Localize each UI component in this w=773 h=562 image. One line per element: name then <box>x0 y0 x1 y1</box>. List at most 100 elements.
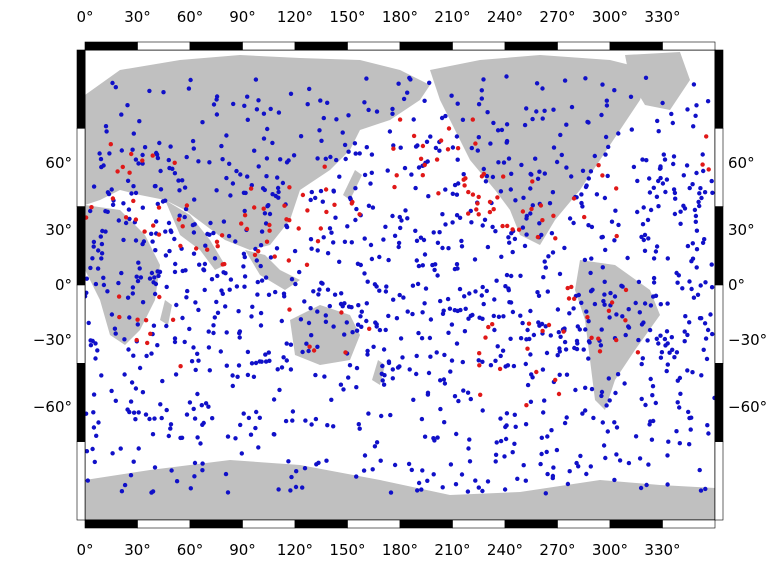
station-marker-blue <box>518 336 524 341</box>
station-marker-red <box>546 322 552 328</box>
station-marker-blue <box>578 453 583 459</box>
station-marker-blue <box>182 339 187 345</box>
station-marker-blue <box>414 238 420 243</box>
station-marker-blue <box>214 299 219 305</box>
station-marker-blue <box>691 124 696 129</box>
station-marker-blue <box>405 90 410 95</box>
station-marker-blue <box>453 482 459 487</box>
station-marker-blue <box>660 100 665 106</box>
station-marker-red <box>143 318 149 323</box>
station-marker-blue <box>587 340 592 345</box>
station-marker-blue <box>525 327 530 333</box>
eurasia-land <box>85 55 430 250</box>
station-marker-blue <box>620 314 625 319</box>
station-marker-blue <box>501 160 507 165</box>
station-marker-blue <box>354 474 359 479</box>
frame-bar-bottom <box>399 519 453 529</box>
station-marker-blue <box>172 171 178 176</box>
station-marker-red <box>525 346 530 351</box>
station-marker-blue <box>635 209 640 215</box>
station-marker-blue <box>669 335 674 340</box>
station-marker-blue <box>462 329 468 334</box>
station-marker-blue <box>456 398 461 404</box>
station-marker-blue <box>239 451 244 456</box>
station-marker-blue <box>690 241 695 246</box>
station-marker-blue <box>468 313 473 318</box>
station-marker-blue <box>241 251 247 256</box>
station-marker-red <box>553 236 558 241</box>
station-marker-blue <box>682 339 687 344</box>
station-marker-blue <box>536 320 541 325</box>
station-marker-blue <box>151 323 157 328</box>
station-marker-blue <box>521 195 526 200</box>
station-marker-blue <box>125 407 130 412</box>
frame-bar-top <box>609 41 663 51</box>
station-marker-blue <box>658 302 663 307</box>
station-marker-blue <box>659 350 665 355</box>
station-marker-red <box>267 228 272 233</box>
station-marker-blue <box>606 144 611 150</box>
station-marker-blue <box>437 148 442 153</box>
station-marker-blue <box>227 287 232 292</box>
station-marker-blue <box>357 426 362 431</box>
station-marker-blue <box>675 280 680 285</box>
station-marker-blue <box>562 339 568 345</box>
station-marker-blue <box>640 222 646 227</box>
station-marker-blue <box>91 244 96 249</box>
station-marker-red <box>318 226 323 231</box>
station-marker-blue <box>153 281 159 287</box>
station-marker-blue <box>156 273 161 279</box>
lon-tick-label-bottom: 0° <box>76 541 93 559</box>
station-marker-blue <box>362 271 367 276</box>
frame-bar-right <box>714 206 724 286</box>
station-marker-blue <box>536 293 542 298</box>
station-marker-blue <box>557 372 562 377</box>
station-marker-blue <box>609 219 615 224</box>
station-marker-blue <box>449 322 455 327</box>
frame-bar-bottom <box>662 519 716 529</box>
station-marker-blue <box>332 292 338 297</box>
station-marker-blue <box>223 471 229 477</box>
station-marker-blue <box>452 182 458 188</box>
station-marker-blue <box>692 207 698 213</box>
station-marker-blue <box>202 261 208 267</box>
station-marker-blue <box>248 432 254 437</box>
station-marker-blue <box>155 343 160 348</box>
station-marker-blue <box>284 160 290 165</box>
station-marker-blue <box>201 268 207 273</box>
station-marker-red <box>540 218 545 223</box>
station-marker-blue <box>167 248 172 254</box>
station-marker-blue <box>261 111 267 116</box>
station-marker-blue <box>473 289 478 294</box>
station-marker-blue <box>459 472 465 477</box>
station-marker-red <box>470 117 475 122</box>
station-marker-blue <box>122 482 128 488</box>
station-marker-blue <box>349 240 354 245</box>
station-marker-blue <box>519 162 524 168</box>
station-marker-blue <box>569 104 575 110</box>
station-marker-blue <box>183 268 188 273</box>
station-marker-blue <box>589 386 595 392</box>
station-marker-blue <box>353 217 358 223</box>
station-marker-blue <box>706 431 711 436</box>
station-marker-blue <box>402 165 408 171</box>
station-marker-blue <box>334 117 339 122</box>
station-marker-blue <box>498 189 504 194</box>
station-marker-blue <box>249 183 254 188</box>
station-marker-blue <box>135 322 140 327</box>
station-marker-blue <box>350 330 355 335</box>
station-marker-blue <box>107 151 112 156</box>
station-marker-blue <box>530 375 535 380</box>
station-marker-blue <box>347 363 353 368</box>
station-marker-blue <box>535 290 540 295</box>
lat-tick-label-right: −60° <box>728 398 767 416</box>
station-marker-blue <box>150 239 155 244</box>
station-marker-blue <box>495 344 500 349</box>
station-marker-blue <box>297 269 302 275</box>
station-marker-blue <box>541 275 546 280</box>
station-marker-blue <box>605 173 610 179</box>
station-marker-blue <box>195 391 200 397</box>
station-marker-blue <box>315 248 320 253</box>
station-marker-blue <box>537 169 542 174</box>
lon-tick-label-top: 120° <box>277 8 313 26</box>
